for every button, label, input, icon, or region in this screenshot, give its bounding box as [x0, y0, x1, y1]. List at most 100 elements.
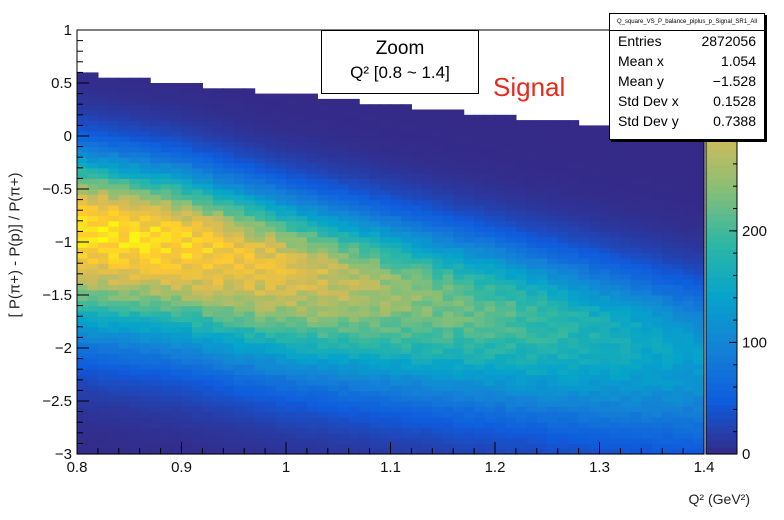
- heatmap-cell: [453, 353, 465, 360]
- heatmap-cell: [380, 406, 392, 413]
- heatmap-cell: [651, 385, 663, 391]
- heatmap-cell: [547, 183, 559, 190]
- heatmap-cell: [97, 448, 109, 455]
- heatmap-cell: [672, 385, 684, 391]
- heatmap-cell: [150, 401, 162, 407]
- heatmap-cell: [463, 162, 475, 169]
- heatmap-cell: [536, 316, 548, 323]
- heatmap-cell: [578, 395, 590, 402]
- heatmap-cell: [129, 289, 141, 296]
- heatmap-cell: [296, 104, 308, 111]
- heatmap-cell: [233, 210, 245, 217]
- heatmap-cell: [369, 427, 381, 434]
- heatmap-cell: [651, 268, 663, 275]
- heatmap-cell: [233, 231, 245, 238]
- heatmap-cell: [275, 136, 287, 142]
- heatmap-cell: [265, 252, 277, 259]
- heatmap-cell: [118, 295, 130, 301]
- heatmap-cell: [139, 98, 151, 105]
- heatmap-cell: [87, 93, 99, 100]
- heatmap-cell: [505, 448, 517, 455]
- heatmap-cell: [453, 374, 465, 381]
- heatmap-cell: [359, 252, 371, 259]
- heatmap-cell: [557, 120, 569, 126]
- heatmap-cell: [327, 390, 339, 397]
- heatmap-cell: [129, 231, 141, 238]
- heatmap-cell: [359, 151, 371, 158]
- heatmap-cell: [171, 120, 183, 126]
- heatmap-cell: [160, 189, 172, 195]
- heatmap-cell: [484, 305, 496, 312]
- heatmap-cell: [442, 215, 454, 222]
- heatmap-cell: [672, 395, 684, 402]
- heatmap-cell: [254, 151, 266, 158]
- heatmap-cell: [191, 173, 203, 179]
- heatmap-cell: [77, 448, 89, 455]
- heatmap-cell: [641, 416, 653, 423]
- heatmap-cell: [212, 385, 224, 391]
- heatmap-cell: [453, 189, 465, 195]
- heatmap-cell: [77, 77, 89, 84]
- heatmap-cell: [97, 210, 109, 217]
- heatmap-cell: [181, 422, 193, 429]
- heatmap-cell: [191, 226, 203, 232]
- heatmap-cell: [223, 215, 235, 222]
- heatmap-cell: [244, 141, 256, 148]
- heatmap-cell: [442, 136, 454, 142]
- heatmap-cell: [453, 125, 465, 132]
- heatmap-cell: [369, 226, 381, 232]
- heatmap-cell: [484, 263, 496, 270]
- heatmap-cell: [411, 385, 423, 391]
- heatmap-cell: [286, 363, 298, 370]
- heatmap-cell: [181, 284, 193, 291]
- heatmap-cell: [77, 146, 89, 153]
- heatmap-cell: [348, 342, 360, 349]
- heatmap-cell: [265, 247, 277, 254]
- heatmap-cell: [296, 268, 308, 275]
- heatmap-cell: [693, 273, 705, 280]
- heatmap-cell: [265, 178, 277, 185]
- heatmap-cell: [212, 199, 224, 206]
- heatmap-cell: [568, 220, 580, 227]
- heatmap-cell: [662, 178, 674, 185]
- heatmap-cell: [463, 395, 475, 402]
- heatmap-cell: [254, 379, 266, 386]
- heatmap-cell: [463, 141, 475, 148]
- heatmap-cell: [244, 194, 256, 201]
- heatmap-cell: [693, 220, 705, 227]
- heatmap-cell: [683, 332, 695, 338]
- heatmap-cell: [589, 167, 601, 174]
- heatmap-cell: [327, 231, 339, 238]
- heatmap-cell: [348, 273, 360, 280]
- heatmap-cell: [421, 220, 433, 227]
- heatmap-cell: [641, 348, 653, 354]
- heatmap-cell: [191, 130, 203, 137]
- heatmap-cell: [202, 326, 214, 333]
- heatmap-cell: [348, 363, 360, 370]
- heatmap-cell: [327, 310, 339, 317]
- heatmap-cell: [484, 401, 496, 407]
- heatmap-cell: [348, 114, 360, 121]
- heatmap-cell: [463, 374, 475, 381]
- heatmap-cell: [244, 173, 256, 179]
- heatmap-cell: [400, 369, 412, 376]
- heatmap-cell: [369, 173, 381, 179]
- heatmap-cell: [672, 141, 684, 148]
- heatmap-cell: [557, 146, 569, 153]
- heatmap-cell: [620, 363, 632, 370]
- heatmap-cell: [474, 273, 486, 280]
- heatmap-cell: [139, 279, 151, 285]
- heatmap-cell: [453, 136, 465, 142]
- heatmap-cell: [286, 406, 298, 413]
- heatmap-cell: [275, 130, 287, 137]
- heatmap-cell: [568, 242, 580, 248]
- heatmap-cell: [683, 422, 695, 429]
- heatmap-cell: [108, 273, 120, 280]
- heatmap-cell: [536, 257, 548, 264]
- color-bar-step: [706, 277, 737, 285]
- heatmap-cell: [254, 173, 266, 179]
- heatmap-cell: [662, 183, 674, 190]
- heatmap-cell: [693, 204, 705, 211]
- heatmap-cell: [380, 173, 392, 179]
- heatmap-cell: [442, 385, 454, 391]
